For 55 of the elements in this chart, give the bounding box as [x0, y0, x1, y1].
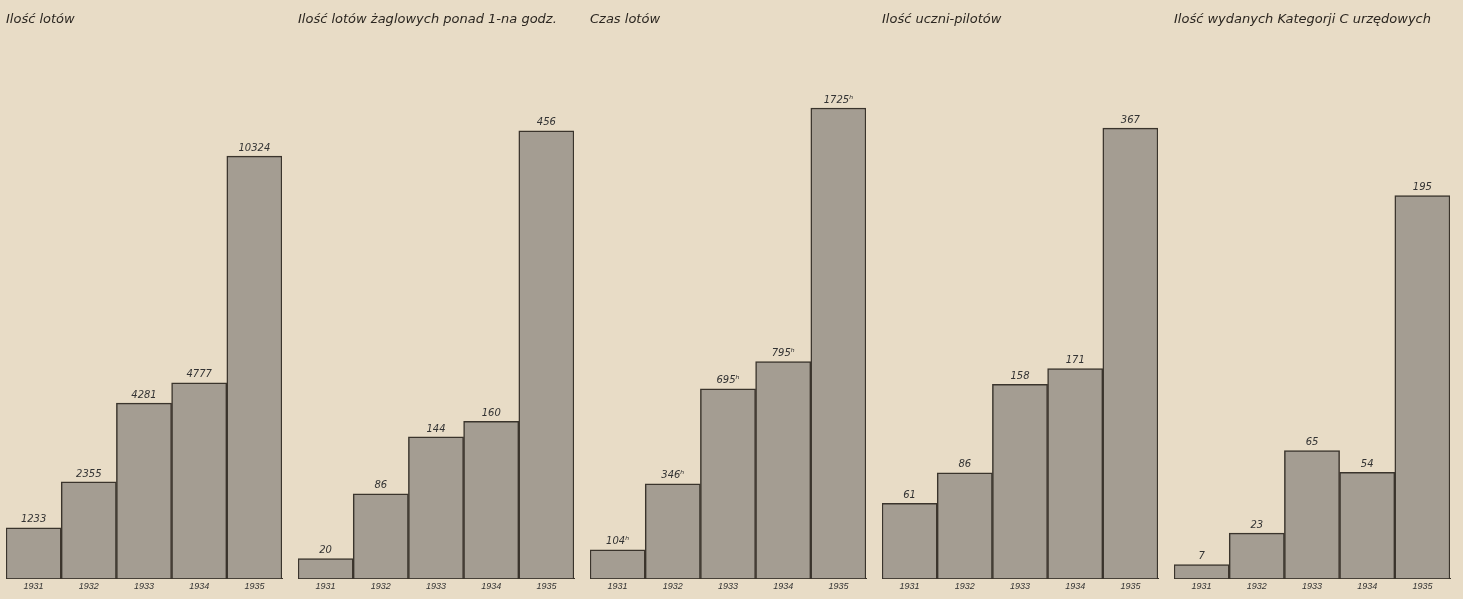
data-label: 346ʰ [661, 469, 685, 481]
x-tick-label: 1933 [425, 581, 447, 592]
x-tick-label: 1935 [828, 581, 850, 592]
chart-title: Ilość lotów żaglowych ponad 1-na godz. [298, 11, 557, 27]
chart-title: Czas lotów [590, 11, 661, 27]
data-label: 10324 [238, 141, 271, 153]
x-tick-label: 1931 [1191, 581, 1212, 592]
data-label: 1725ʰ [823, 93, 854, 105]
x-tick-label: 1931 [607, 581, 628, 592]
x-tick-label: 1935 [1120, 581, 1142, 592]
x-tick-label: 1933 [717, 581, 739, 592]
x-tick-label: 1932 [78, 581, 99, 592]
x-tick-label: 1932 [662, 581, 683, 592]
x-tick-label: 1934 [189, 581, 210, 592]
x-tick-label: 1934 [1357, 581, 1378, 592]
data-label: 61 [903, 488, 916, 500]
data-label: 7 [1198, 550, 1206, 562]
data-label: 23 [1250, 518, 1264, 530]
data-label: 171 [1065, 354, 1085, 366]
data-label: 20 [319, 544, 332, 556]
data-label: 160 [481, 406, 501, 418]
data-label: 795ʰ [771, 347, 795, 359]
data-label: 456 [536, 116, 556, 128]
x-tick-label: 1932 [370, 581, 391, 592]
chart-title: Ilość wydanych Kategorji C urzędowych [1174, 11, 1432, 27]
x-tick-label: 1934 [773, 581, 794, 592]
chart-title: Ilość lotów [6, 11, 76, 27]
data-label: 1233 [20, 513, 47, 525]
x-tick-label: 1933 [133, 581, 155, 592]
data-label: 158 [1010, 370, 1030, 382]
x-tick-label: 1933 [1009, 581, 1031, 592]
x-tick-label: 1934 [481, 581, 502, 592]
data-label: 195 [1412, 181, 1432, 193]
x-tick-label: 1931 [899, 581, 920, 592]
data-label: 2355 [76, 467, 102, 479]
data-label: 144 [426, 422, 446, 434]
data-label: 65 [1305, 436, 1319, 448]
x-tick-label: 1934 [1065, 581, 1086, 592]
data-label: 4281 [131, 388, 157, 400]
data-label: 86 [958, 458, 972, 470]
x-tick-label: 1935 [244, 581, 266, 592]
x-tick-label: 1932 [954, 581, 975, 592]
x-tick-label: 1931 [315, 581, 336, 592]
x-tick-label: 1935 [536, 581, 558, 592]
data-label: 4777 [186, 368, 213, 380]
x-tick-label: 1931 [23, 581, 44, 592]
x-tick-label: 1932 [1246, 581, 1267, 592]
x-tick-label: 1933 [1301, 581, 1323, 592]
x-tick-label: 1935 [1412, 581, 1434, 592]
data-label: 695ʰ [716, 374, 740, 386]
data-label: 54 [1360, 457, 1374, 469]
chart-title: Ilość uczni-pilotów [882, 11, 1002, 27]
data-label: 367 [1120, 113, 1141, 125]
data-label: 86 [374, 479, 388, 491]
data-label: 104ʰ [606, 535, 630, 547]
